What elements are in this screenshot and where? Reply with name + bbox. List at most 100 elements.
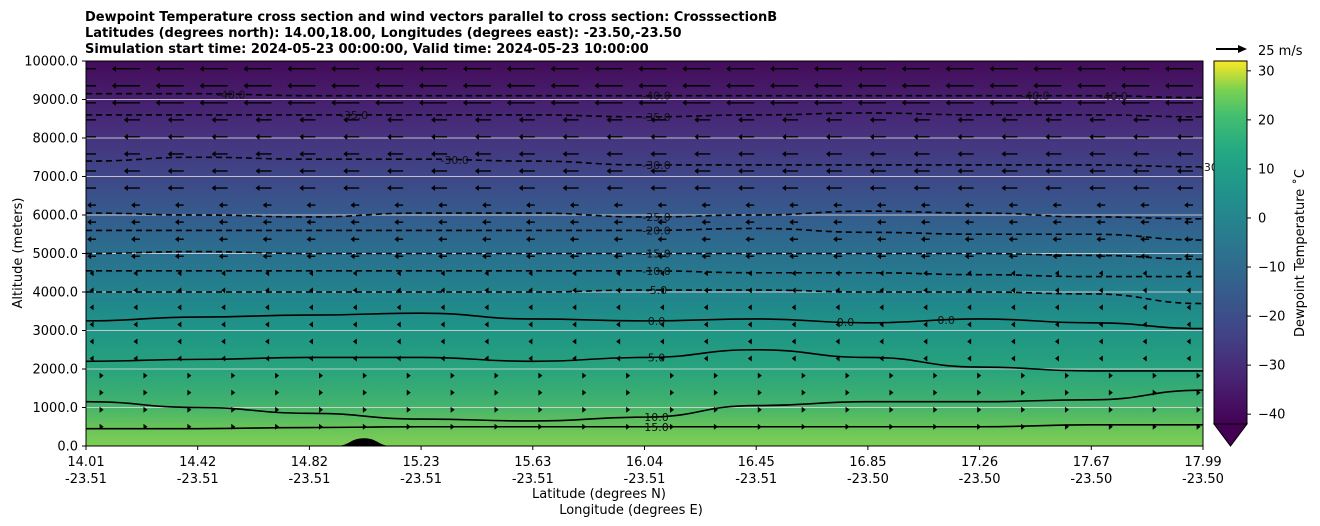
wind-vector-head bbox=[694, 116, 699, 123]
wind-vector-arrow bbox=[1152, 423, 1157, 430]
contour-label: -30.0 bbox=[642, 159, 670, 172]
wind-vector-head bbox=[801, 423, 806, 430]
wind-vector-head bbox=[431, 150, 436, 157]
wind-vector-arrow bbox=[167, 185, 184, 192]
wind-vector-arrow bbox=[1011, 270, 1016, 277]
wind-vector-head bbox=[835, 338, 840, 345]
wind-vector-head bbox=[1165, 82, 1169, 89]
wind-vector-head bbox=[450, 406, 455, 413]
wind-vector-head bbox=[913, 185, 918, 192]
wind-vector-arrow bbox=[701, 202, 711, 209]
wind-vector-head bbox=[964, 202, 969, 209]
wind-vector-head bbox=[857, 99, 862, 106]
wind-vector-head bbox=[1196, 423, 1201, 430]
wind-vector-head bbox=[406, 389, 411, 396]
wind-vector-head bbox=[474, 150, 479, 157]
x-tick-label-lon: -23.50 bbox=[1070, 472, 1112, 487]
wind-vector-arrow bbox=[738, 116, 755, 123]
wind-vector-head bbox=[484, 338, 489, 345]
wind-vector-arrow bbox=[913, 185, 930, 192]
wind-vector-head bbox=[638, 82, 643, 89]
wind-vector-head bbox=[713, 389, 718, 396]
wind-vector-arrow bbox=[726, 65, 755, 72]
wind-vector-arrow bbox=[791, 270, 796, 277]
wind-vector-head bbox=[1001, 168, 1006, 174]
wind-vector-arrow bbox=[306, 253, 316, 260]
wind-vector-head bbox=[319, 406, 323, 413]
wind-vector-arrow bbox=[582, 423, 587, 430]
wind-vector-arrow bbox=[569, 236, 579, 243]
wind-vector-arrow bbox=[550, 99, 579, 106]
wind-vector-head bbox=[350, 219, 355, 226]
wind-vector-head bbox=[757, 389, 762, 396]
wind-vector-arrow bbox=[726, 99, 755, 106]
wind-vector-head bbox=[89, 270, 94, 277]
wind-vector-head bbox=[713, 372, 718, 379]
wind-vector-head bbox=[309, 355, 313, 362]
wind-vector-arrow bbox=[606, 150, 623, 157]
wind-vector-head bbox=[438, 202, 443, 209]
wind-vector-arrow bbox=[1108, 423, 1113, 430]
wind-vector-head bbox=[375, 65, 380, 72]
wind-vector-head bbox=[594, 65, 599, 72]
wind-vector-head bbox=[177, 304, 182, 311]
wind-vector-head bbox=[221, 321, 226, 328]
wind-vector-head bbox=[155, 65, 160, 72]
wind-vector-arrow bbox=[275, 406, 280, 413]
wind-vector-head bbox=[782, 150, 787, 157]
wind-vector-head bbox=[747, 270, 752, 277]
wind-vector-arrow bbox=[87, 253, 96, 260]
wind-vector-arrow bbox=[670, 372, 675, 379]
wind-vector-arrow bbox=[1152, 406, 1157, 413]
wind-vector-head bbox=[1077, 65, 1082, 72]
wind-vector-arrow bbox=[745, 253, 755, 260]
wind-vector-arrow bbox=[1184, 219, 1193, 226]
wind-vector-arrow bbox=[747, 338, 752, 345]
y-tick-label: 7000.0 bbox=[33, 170, 79, 185]
wind-vector-head bbox=[440, 304, 445, 311]
wind-vector-head bbox=[1045, 150, 1050, 157]
wind-vector-head bbox=[306, 202, 311, 209]
wind-vector-arrow bbox=[352, 338, 357, 345]
wind-vector-arrow bbox=[845, 423, 850, 430]
wind-vector-arrow bbox=[309, 287, 313, 294]
wind-vector-arrow bbox=[255, 168, 272, 174]
contour-line bbox=[86, 227, 1203, 241]
wind-vector-arrow bbox=[833, 202, 842, 209]
wind-vector-head bbox=[1045, 185, 1050, 192]
wind-vector-head bbox=[394, 253, 399, 260]
wind-vector-arrow bbox=[474, 185, 491, 192]
wind-vector-head bbox=[265, 355, 270, 362]
wind-vector-arrow bbox=[211, 133, 228, 140]
wind-vector-arrow bbox=[789, 219, 799, 226]
wind-vector-arrow bbox=[1052, 202, 1062, 209]
wind-vector-head bbox=[450, 423, 455, 430]
wind-vector-head bbox=[562, 133, 567, 140]
x-tick-label-lon: -23.51 bbox=[65, 472, 107, 487]
wind-vector-arrow bbox=[440, 355, 445, 362]
wind-vector-head bbox=[835, 287, 840, 294]
wind-vector-head bbox=[482, 253, 487, 260]
wind-vector-head bbox=[133, 321, 138, 328]
wind-vector-arrow bbox=[1077, 82, 1106, 89]
wind-vector-head bbox=[1008, 253, 1013, 260]
wind-vector-arrow bbox=[789, 236, 799, 243]
wind-vector-arrow bbox=[572, 355, 577, 362]
contour-line bbox=[86, 389, 1203, 422]
wind-vector-arrow bbox=[275, 423, 280, 430]
wind-vector-arrow bbox=[606, 185, 623, 192]
wind-vector-head bbox=[484, 304, 489, 311]
wind-vector-head bbox=[474, 133, 479, 140]
wind-vector-head bbox=[701, 202, 706, 209]
wind-vector-arrow bbox=[1096, 236, 1106, 243]
wind-vector-head bbox=[1184, 202, 1189, 209]
wind-vector-head bbox=[255, 168, 260, 174]
wind-vector-head bbox=[1186, 338, 1191, 345]
wind-vector-arrow bbox=[131, 253, 140, 260]
wind-vector-arrow bbox=[306, 219, 316, 226]
wind-vector-head bbox=[791, 321, 796, 328]
wind-vector-head bbox=[538, 372, 543, 379]
wind-vector-arrow bbox=[791, 338, 796, 345]
wind-vector-arrow bbox=[375, 65, 404, 72]
wind-vector-arrow bbox=[957, 133, 974, 140]
